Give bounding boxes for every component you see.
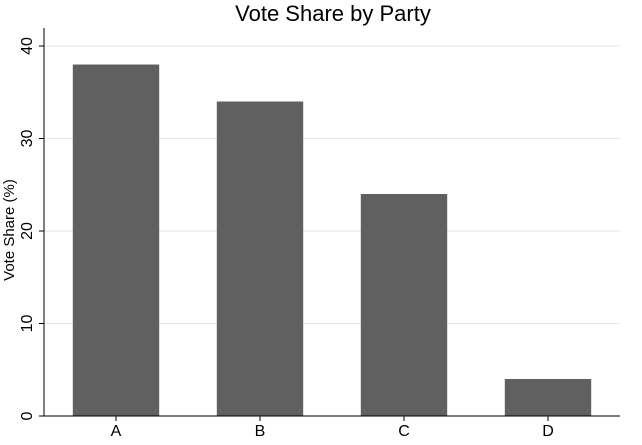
- x-tick-label-B: B: [255, 423, 266, 440]
- y-axis-label: Vote Share (%): [1, 179, 18, 281]
- x-tick-label-C: C: [398, 423, 410, 440]
- bar-D: [504, 379, 592, 416]
- bar-B: [216, 101, 304, 416]
- y-tick-label-30: 30: [19, 130, 36, 148]
- y-tick-label-40: 40: [19, 37, 36, 55]
- bar-A: [72, 64, 160, 416]
- y-axis-ticks: 0 10 20 30 40: [19, 37, 44, 420]
- chart-title: Vote Share by Party: [235, 1, 431, 26]
- bars: [72, 64, 592, 416]
- axes: [43, 28, 620, 417]
- y-tick-label-10: 10: [19, 315, 36, 333]
- x-tick-label-D: D: [542, 423, 554, 440]
- y-tick-label-20: 20: [19, 222, 36, 240]
- y-tick-label-0: 0: [19, 411, 36, 420]
- x-axis-ticks: A B C D: [111, 416, 554, 440]
- bar-C: [360, 194, 448, 416]
- x-tick-label-A: A: [111, 423, 122, 440]
